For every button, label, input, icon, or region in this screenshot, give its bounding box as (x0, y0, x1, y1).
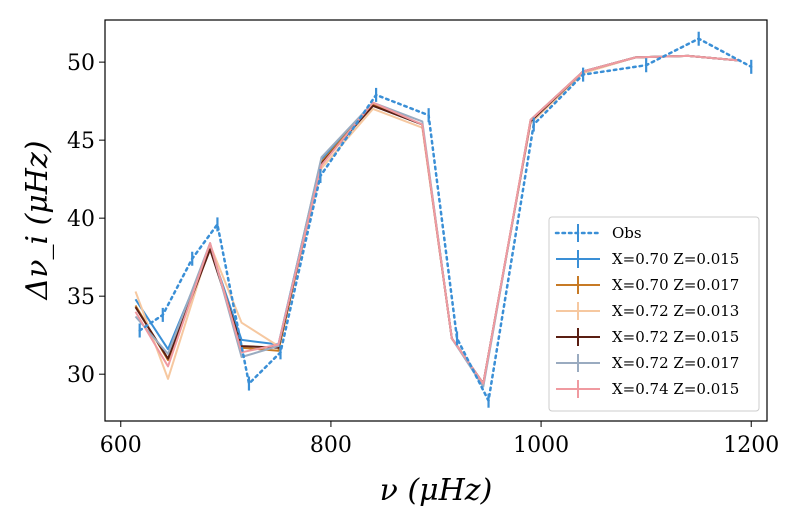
legend-item: X=0.70 Z=0.017 (556, 276, 739, 294)
legend-box (548, 216, 760, 412)
legend-label: X=0.74 Z=0.015 (612, 380, 739, 398)
legend-items: Obs X=0.70 Z=0.015 X=0.70 Z=0.017 X=0.72 Z=… (554, 224, 739, 398)
x-tick-label: 1200 (723, 433, 779, 458)
y-axis-label: Δν_i (μHz) (20, 141, 55, 301)
legend-item: X=0.70 Z=0.015 (556, 250, 739, 268)
legend: Obs X=0.70 Z=0.015 X=0.70 Z=0.017 X=0.72 Z=… (548, 216, 760, 412)
legend-label: X=0.72 Z=0.017 (612, 354, 739, 372)
legend-item: X=0.72 Z=0.017 (556, 354, 739, 372)
series-6 (134, 54, 741, 385)
series-layer (134, 31, 753, 408)
legend-label: X=0.70 Z=0.015 (612, 250, 739, 268)
x-tick-label: 800 (310, 433, 352, 458)
x-tick-label: 1000 (513, 433, 569, 458)
y-tick-label: 30 (67, 363, 95, 388)
series-line (134, 54, 741, 385)
x-axis-label: ν (μHz) (380, 473, 493, 508)
legend-label: X=0.72 Z=0.013 (612, 302, 739, 320)
legend-label: Obs (612, 224, 642, 242)
legend-item: X=0.72 Z=0.015 (556, 328, 739, 346)
legend-item: X=0.74 Z=0.015 (556, 380, 739, 398)
ticks-layer: 600 800 1000 1200 30 35 40 45 50 (67, 51, 779, 458)
x-tick-label: 600 (100, 433, 142, 458)
y-tick-label: 35 (67, 285, 95, 310)
y-tick-label: 50 (67, 51, 95, 76)
y-tick-label: 45 (67, 129, 95, 154)
series-0 (138, 31, 753, 408)
legend-label: X=0.72 Z=0.015 (612, 328, 739, 346)
y-tick-label: 40 (67, 207, 95, 232)
legend-label: X=0.70 Z=0.017 (612, 276, 739, 294)
legend-item: X=0.72 Z=0.013 (556, 302, 739, 320)
legend-item: Obs (554, 224, 642, 242)
plot-frame (104, 19, 768, 422)
series-line (138, 37, 753, 402)
